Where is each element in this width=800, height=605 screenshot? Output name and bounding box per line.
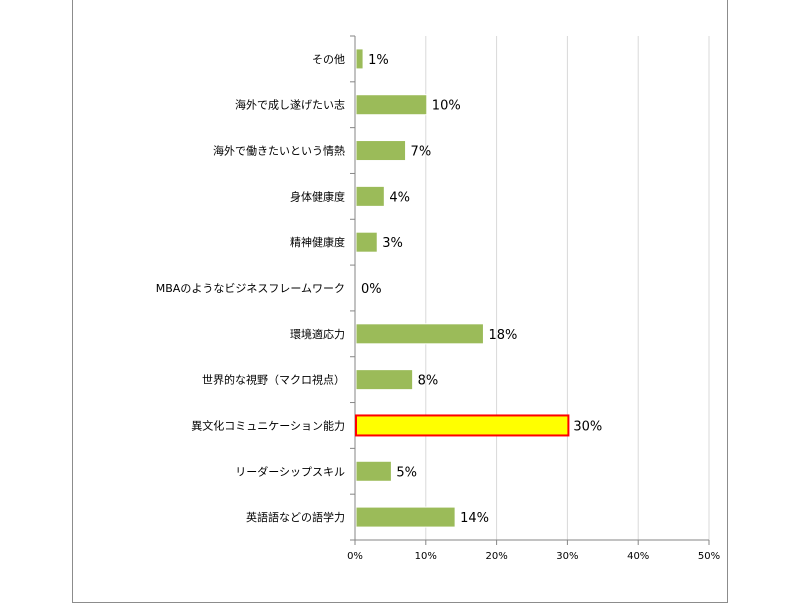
bar <box>355 323 484 345</box>
data-label: 7% <box>411 145 432 160</box>
category-label: 異文化コミュニケーション能力 <box>191 418 345 432</box>
x-tick-label: 0% <box>347 551 363 562</box>
category-label: 海外で働きたいという情熱 <box>213 144 345 158</box>
data-label: 0% <box>361 282 382 297</box>
bar <box>355 231 378 253</box>
category-label: 英語語などの語学力 <box>246 510 345 524</box>
bar-highlighted <box>355 414 570 437</box>
category-label: 世界的な視野（マクロ視点） <box>202 373 345 387</box>
bar <box>355 369 414 391</box>
bar <box>355 185 385 207</box>
bar <box>355 140 407 162</box>
category-label: リーダーシップスキル <box>235 464 345 478</box>
category-label: 身体健康度 <box>290 189 345 203</box>
bar <box>355 460 392 482</box>
x-tick-label: 10% <box>415 551 437 562</box>
data-label: 8% <box>418 374 439 389</box>
bar <box>355 506 456 528</box>
category-label: 精神健康度 <box>290 235 345 249</box>
data-label: 4% <box>389 190 410 205</box>
category-label: 環境適応力 <box>290 327 345 341</box>
x-tick-label: 50% <box>698 551 720 562</box>
category-label: MBAのようなビジネスフレームワーク <box>156 282 345 295</box>
x-tick-label: 20% <box>485 551 507 562</box>
data-label: 14% <box>460 511 489 526</box>
data-label: 10% <box>432 99 461 114</box>
category-label: 海外で成し遂げたい志 <box>235 98 345 112</box>
bar <box>355 94 428 116</box>
data-label: 18% <box>488 328 517 343</box>
bar <box>355 48 364 70</box>
data-label: 30% <box>573 419 602 434</box>
data-label: 1% <box>368 53 389 68</box>
data-label: 5% <box>396 465 417 480</box>
x-tick-label: 30% <box>556 551 578 562</box>
category-label: その他 <box>312 53 345 66</box>
data-label: 3% <box>382 236 403 251</box>
x-tick-label: 40% <box>627 551 649 562</box>
